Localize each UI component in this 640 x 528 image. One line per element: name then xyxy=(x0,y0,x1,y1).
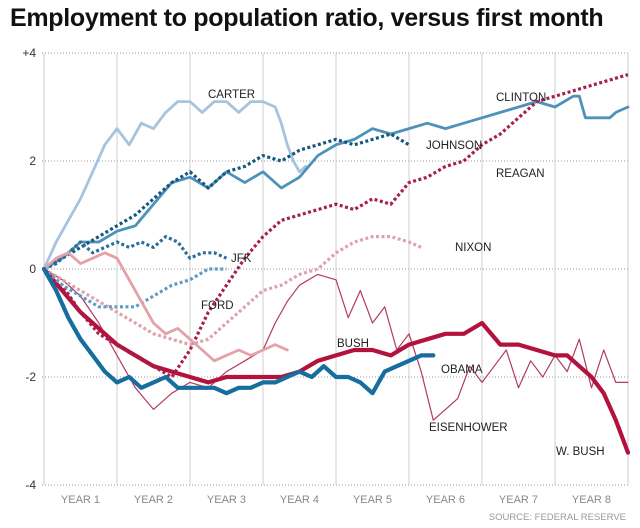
y-tick-label: -4 xyxy=(25,478,36,492)
series-line-w-bush xyxy=(41,266,631,455)
series-labels: EISENHOWER W. BUSH CARTER CLINTON REAGAN JOHN… xyxy=(201,89,605,458)
series-label-eisenhower: EISENHOWER xyxy=(429,422,508,434)
series-line-eisenhower xyxy=(43,268,629,421)
y-tick-label: +4 xyxy=(22,46,36,60)
y-tick-label: -2 xyxy=(25,370,36,384)
series-label-bush: BUSH xyxy=(337,338,369,350)
series-label-nixon: NIXON xyxy=(455,242,491,254)
series-label-w-bush: W. BUSH xyxy=(556,446,605,458)
series-label-johnson: JOHNSON xyxy=(426,140,482,152)
series-label-jfk: JFK xyxy=(231,253,252,265)
x-tick-label: YEAR 6 xyxy=(426,494,465,506)
grid-lines xyxy=(42,52,629,486)
series-lines xyxy=(41,73,631,455)
series-line-jfk xyxy=(43,235,228,271)
x-tick-label: YEAR 3 xyxy=(207,494,246,506)
x-tick-label: YEAR 7 xyxy=(499,494,538,506)
x-tick-label: YEAR 4 xyxy=(280,494,319,506)
series-label-obama: OBAMA xyxy=(441,364,483,376)
series-label-carter: CARTER xyxy=(208,89,255,101)
series-line-clinton xyxy=(42,94,630,271)
series-line-bush xyxy=(42,251,289,363)
chart-title: Employment to population ratio, versus f… xyxy=(10,4,604,32)
series-label-clinton: CLINTON xyxy=(496,92,546,104)
x-axis-ticks: YEAR 1 YEAR 2 YEAR 3 YEAR 4 YEAR 5 YEAR 6 YEAR… xyxy=(61,494,611,506)
series-line-reagan xyxy=(42,73,629,379)
x-tick-label: YEAR 1 xyxy=(61,494,100,506)
series-line-carter xyxy=(42,100,307,271)
series-label-ford: FORD xyxy=(201,300,234,312)
series-line-ford xyxy=(42,267,227,309)
series-line-obama xyxy=(41,266,436,396)
source-note: SOURCE: FEDERAL RESERVE xyxy=(489,512,626,523)
x-tick-label: YEAR 8 xyxy=(572,494,611,506)
x-tick-label: YEAR 2 xyxy=(134,494,173,506)
series-line-johnson xyxy=(43,132,410,271)
y-tick-label: 2 xyxy=(29,154,36,168)
series-line-nixon xyxy=(43,235,422,347)
series-label-reagan: REAGAN xyxy=(496,168,545,180)
y-tick-label: 0 xyxy=(29,262,36,276)
y-axis-ticks: +4 2 0 -2 -4 xyxy=(22,46,36,492)
x-tick-label: YEAR 5 xyxy=(353,494,392,506)
